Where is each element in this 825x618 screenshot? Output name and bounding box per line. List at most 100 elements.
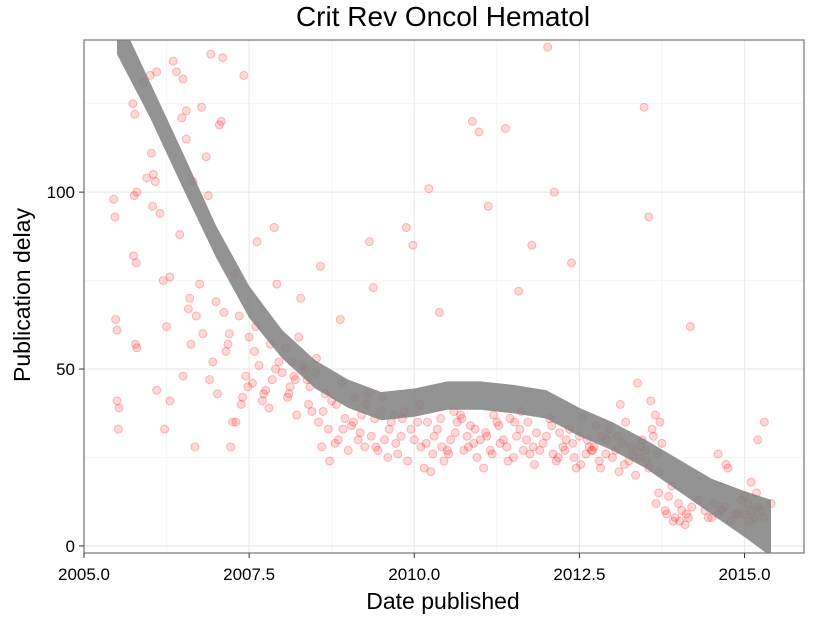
data-point	[569, 452, 579, 462]
data-point	[492, 417, 502, 427]
data-point	[131, 258, 141, 268]
data-point	[142, 173, 152, 183]
data-point	[535, 445, 545, 455]
data-point	[360, 442, 370, 452]
data-point	[243, 382, 253, 392]
data-point	[158, 276, 168, 286]
data-point	[111, 314, 121, 324]
data-point	[274, 357, 284, 367]
data-point	[165, 272, 175, 282]
data-point	[254, 360, 264, 370]
data-point	[208, 357, 218, 367]
data-point	[614, 467, 624, 477]
data-point	[662, 509, 672, 519]
data-point	[541, 431, 551, 441]
data-point	[315, 261, 325, 271]
data-point	[231, 417, 241, 427]
data-point	[152, 385, 162, 395]
data-point	[146, 148, 156, 158]
data-point	[495, 438, 505, 448]
data-point	[721, 460, 731, 470]
data-point	[228, 417, 238, 427]
data-point	[221, 346, 231, 356]
data-point	[335, 314, 345, 324]
data-point	[419, 463, 429, 473]
data-point	[588, 445, 598, 455]
data-point	[264, 403, 274, 413]
data-point	[713, 449, 723, 459]
data-point	[330, 438, 340, 448]
data-point	[216, 116, 226, 126]
data-point	[753, 435, 763, 445]
data-point	[505, 414, 515, 424]
data-point	[422, 417, 432, 427]
data-point	[247, 378, 257, 388]
data-point	[522, 435, 532, 445]
data-point	[596, 463, 606, 473]
data-point	[576, 460, 586, 470]
data-point	[252, 237, 262, 247]
data-point	[211, 297, 221, 307]
data-point	[474, 127, 484, 137]
data-point	[472, 452, 482, 462]
x-tick-label: 2012.5	[553, 565, 605, 584]
data-point	[234, 311, 244, 321]
data-point	[219, 307, 229, 317]
panel-frame	[83, 39, 805, 554]
data-point	[241, 371, 251, 381]
data-point	[566, 258, 576, 268]
data-point	[340, 414, 350, 424]
data-point	[162, 322, 172, 332]
data-point	[456, 410, 466, 420]
x-tick-label: 2005.0	[58, 565, 110, 584]
x-tick-label: 2007.5	[223, 565, 275, 584]
data-point	[459, 445, 469, 455]
data-point	[114, 403, 124, 413]
data-point	[759, 417, 769, 427]
data-point	[203, 191, 213, 201]
data-point	[206, 49, 216, 59]
data-point	[155, 208, 165, 218]
data-point	[523, 417, 533, 427]
data-point	[434, 307, 444, 317]
data-point	[462, 431, 472, 441]
data-point	[655, 417, 665, 427]
data-point	[571, 463, 581, 473]
data-point	[426, 467, 436, 477]
data-point	[446, 435, 456, 445]
data-point	[239, 70, 249, 80]
y-tick-label: 50	[56, 360, 75, 379]
data-point	[657, 438, 667, 448]
panel-border	[83, 39, 805, 554]
data-point	[323, 424, 333, 434]
data-point	[633, 378, 643, 388]
data-point	[406, 424, 416, 434]
data-point	[224, 329, 234, 339]
data-point	[463, 442, 473, 452]
data-point	[148, 201, 158, 211]
data-point	[647, 424, 657, 434]
data-point	[619, 460, 629, 470]
data-point	[403, 456, 413, 466]
data-point	[561, 435, 571, 445]
y-axis-title: Publication delay	[9, 208, 35, 382]
data-point	[171, 67, 181, 77]
data-point	[205, 375, 215, 385]
data-point	[503, 456, 513, 466]
data-point	[272, 279, 282, 289]
data-point	[543, 42, 553, 52]
data-point	[175, 230, 185, 240]
data-point	[452, 417, 462, 427]
data-point	[508, 452, 518, 462]
data-point	[183, 304, 193, 314]
data-point	[292, 410, 302, 420]
data-point	[313, 417, 323, 427]
data-point	[482, 431, 492, 441]
data-point	[198, 329, 208, 339]
data-point	[439, 456, 449, 466]
data-point	[673, 498, 683, 508]
data-point	[518, 445, 528, 455]
data-point	[467, 116, 477, 126]
data-point	[547, 421, 557, 431]
chart-title: Crit Rev Oncol Hematol	[296, 1, 590, 32]
